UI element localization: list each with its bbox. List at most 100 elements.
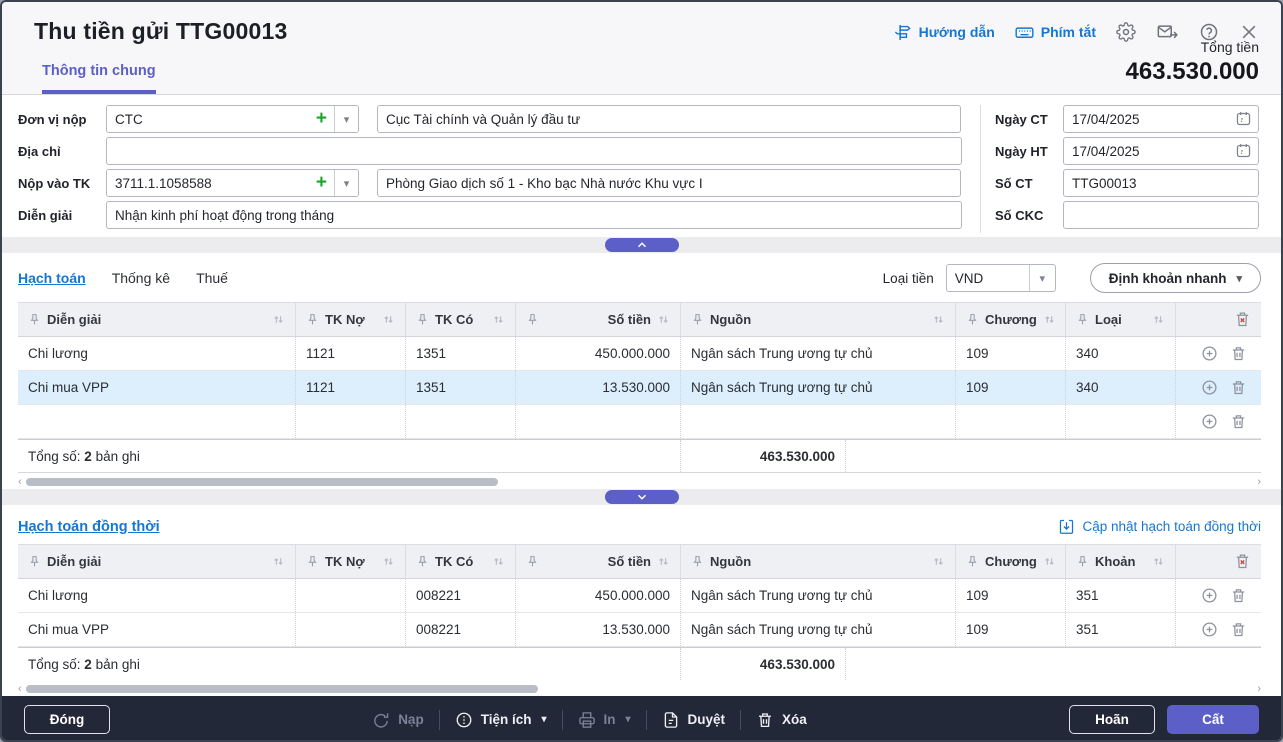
cell-so-tien[interactable]: 13.530.000 (515, 613, 680, 646)
trash-icon[interactable] (1230, 345, 1247, 362)
pin-icon[interactable] (28, 313, 41, 326)
calendar-icon[interactable] (1235, 142, 1252, 159)
close-window-button[interactable]: Đóng (24, 705, 110, 734)
cell-dien-giai[interactable]: Chi lương (28, 588, 88, 603)
table-row-selected[interactable]: Chi mua VPP 1121 1351 13.530.000 Ngân sá… (18, 371, 1261, 405)
update-simultaneous-link[interactable]: Cập nhật hạch toán đồng thời (1058, 518, 1261, 535)
cell-nguon[interactable]: Ngân sách Trung ương tự chủ (680, 371, 955, 404)
calendar-icon[interactable] (1235, 110, 1252, 127)
delete-button[interactable]: Xóa (756, 711, 807, 729)
trash-icon[interactable] (1230, 413, 1247, 430)
cell-so-tien[interactable]: 450.000.000 (515, 337, 680, 370)
sort-icon[interactable] (1043, 313, 1056, 326)
sort-icon[interactable] (272, 555, 285, 568)
address-input[interactable] (106, 137, 962, 165)
description-input[interactable] (106, 201, 962, 229)
pin-icon[interactable] (966, 313, 979, 326)
cell-tk-co[interactable]: 1351 (405, 371, 515, 404)
cell-chuong[interactable]: 109 (955, 613, 1065, 646)
payer-unit-dropdown-icon[interactable]: ▾ (334, 106, 358, 132)
table-row[interactable]: Chi mua VPP 008221 13.530.000 Ngân sách … (18, 613, 1261, 647)
save-button[interactable]: Cất (1167, 705, 1259, 734)
add-payer-unit-icon[interactable]: + (315, 108, 327, 129)
cell-nguon[interactable]: Ngân sách Trung ương tự chủ (680, 337, 955, 370)
payer-unit-code-input[interactable] (107, 106, 316, 132)
cell-tk-no[interactable]: 1121 (295, 337, 405, 370)
scroll-left-icon[interactable]: ‹ (18, 476, 22, 488)
sort-icon[interactable] (657, 555, 670, 568)
pin-icon[interactable] (526, 555, 539, 568)
trash-x-icon[interactable] (1234, 553, 1251, 570)
cell-tk-co[interactable]: 1351 (405, 337, 515, 370)
ckc-number-input[interactable] (1063, 201, 1259, 229)
tab-thong-ke[interactable]: Thống kê (111, 270, 171, 286)
pin-icon[interactable] (28, 555, 41, 568)
tab-thong-tin-chung[interactable]: Thông tin chung (42, 63, 156, 94)
sort-icon[interactable] (272, 313, 285, 326)
plus-circle-icon[interactable] (1201, 621, 1218, 638)
tab-thue[interactable]: Thuế (196, 270, 228, 286)
reload-button[interactable]: Nạp (372, 711, 424, 729)
deposit-account-name-input[interactable] (377, 169, 961, 197)
collapse-form-button[interactable] (604, 238, 679, 252)
sort-icon[interactable] (932, 555, 945, 568)
cell-nguon[interactable]: Ngân sách Trung ương tự chủ (680, 579, 955, 612)
scroll-right-icon[interactable]: › (1257, 683, 1261, 695)
sort-icon[interactable] (1152, 555, 1165, 568)
scrollbar-thumb[interactable] (26, 478, 498, 486)
plus-circle-icon[interactable] (1201, 345, 1218, 362)
sort-icon[interactable] (932, 313, 945, 326)
approve-button[interactable]: Duyệt (662, 711, 725, 729)
cell-tk-no[interactable]: 1121 (295, 371, 405, 404)
cell-loai[interactable]: 340 (1065, 371, 1175, 404)
cell-tk-co[interactable]: 008221 (405, 613, 515, 646)
pin-icon[interactable] (416, 313, 429, 326)
pin-icon[interactable] (1076, 555, 1089, 568)
pin-icon[interactable] (306, 555, 319, 568)
trash-icon[interactable] (1230, 587, 1247, 604)
pin-icon[interactable] (526, 313, 539, 326)
sort-icon[interactable] (492, 313, 505, 326)
cell-dien-giai[interactable]: Chi mua VPP (28, 380, 110, 395)
sort-icon[interactable] (1152, 313, 1165, 326)
pin-icon[interactable] (416, 555, 429, 568)
cell-khoan[interactable]: 351 (1065, 613, 1175, 646)
cell-tk-no[interactable] (295, 613, 405, 646)
sort-icon[interactable] (382, 555, 395, 568)
cell-tk-no[interactable] (295, 579, 405, 612)
cell-dien-giai[interactable]: Chi lương (28, 346, 88, 361)
sort-icon[interactable] (382, 313, 395, 326)
plus-circle-icon[interactable] (1201, 413, 1218, 430)
sort-icon[interactable] (657, 313, 670, 326)
pin-icon[interactable] (966, 555, 979, 568)
cell-tk-co[interactable]: 008221 (405, 579, 515, 612)
print-button[interactable]: In ▾ (578, 711, 631, 729)
pin-icon[interactable] (691, 313, 704, 326)
pin-icon[interactable] (691, 555, 704, 568)
sort-icon[interactable] (1043, 555, 1056, 568)
sort-icon[interactable] (492, 555, 505, 568)
simultaneous-title-link[interactable]: Hạch toán đồng thời (18, 518, 160, 535)
tab-hach-toan[interactable]: Hạch toán (18, 270, 86, 286)
currency-select[interactable]: VND ▾ (945, 264, 1056, 292)
scroll-left-icon[interactable]: ‹ (18, 683, 22, 695)
cell-nguon[interactable]: Ngân sách Trung ương tự chủ (680, 613, 955, 646)
deposit-account-dropdown-icon[interactable]: ▾ (334, 170, 358, 196)
trash-x-icon[interactable] (1234, 311, 1251, 328)
pin-icon[interactable] (1076, 313, 1089, 326)
cell-chuong[interactable]: 109 (955, 371, 1065, 404)
voucher-date-input[interactable] (1063, 105, 1259, 133)
utilities-button[interactable]: Tiện ích ▾ (455, 711, 547, 729)
postpone-button[interactable]: Hoãn (1069, 705, 1155, 734)
voucher-number-input[interactable] (1063, 169, 1259, 197)
cell-so-tien[interactable]: 450.000.000 (515, 579, 680, 612)
cell-loai[interactable]: 340 (1065, 337, 1175, 370)
plus-circle-icon[interactable] (1201, 587, 1218, 604)
cell-dien-giai[interactable]: Chi mua VPP (28, 622, 110, 637)
scrollbar-thumb[interactable] (26, 685, 538, 693)
cell-chuong[interactable]: 109 (955, 579, 1065, 612)
table-row[interactable]: Chi lương 008221 450.000.000 Ngân sách T… (18, 579, 1261, 613)
cell-so-tien[interactable]: 13.530.000 (515, 371, 680, 404)
trash-icon[interactable] (1230, 621, 1247, 638)
deposit-account-code-input[interactable] (107, 170, 316, 196)
